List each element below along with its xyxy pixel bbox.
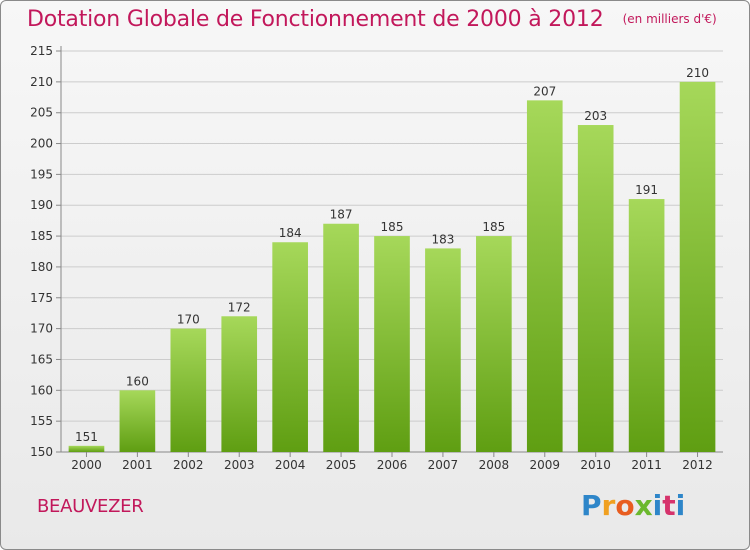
y-tick-label: 195 [30, 167, 53, 181]
x-tick-label: 2002 [173, 458, 204, 472]
bar [374, 236, 410, 452]
y-tick-label: 155 [30, 414, 53, 428]
data-label: 207 [533, 84, 556, 98]
data-label: 185 [482, 220, 505, 234]
data-label: 185 [381, 220, 404, 234]
x-tick-label: 2009 [529, 458, 560, 472]
x-tick-label: 2008 [479, 458, 510, 472]
logo-letter: i [652, 489, 663, 522]
y-tick-label: 185 [30, 229, 53, 243]
bar [323, 223, 359, 452]
y-tick-label: 150 [30, 445, 53, 459]
x-tick-label: 2001 [122, 458, 153, 472]
x-tick-label: 2011 [631, 458, 662, 472]
logo-letter: r [601, 489, 616, 522]
commune-name: BEAUVEZER [37, 496, 144, 517]
data-label: 183 [431, 232, 454, 246]
chart-subtitle: (en milliers d'€) [622, 12, 717, 26]
y-tick-label: 215 [30, 44, 53, 58]
x-tick-label: 2010 [580, 458, 611, 472]
bar [119, 390, 156, 452]
chart-title: Dotation Globale de Fonctionnement de 20… [27, 7, 604, 32]
bar [679, 81, 716, 452]
y-tick-label: 190 [30, 198, 53, 212]
y-tick-label: 175 [30, 291, 53, 305]
y-tick-label: 200 [30, 137, 53, 151]
x-tick-label: 2005 [326, 458, 357, 472]
logo-letter: i [675, 489, 686, 522]
y-tick-label: 160 [30, 383, 53, 397]
title-row: Dotation Globale de Fonctionnement de 20… [27, 7, 717, 32]
x-tick-label: 2007 [428, 458, 459, 472]
logo-letter: P [581, 489, 602, 522]
x-tick-label: 2004 [275, 458, 306, 472]
x-tick-label: 2012 [682, 458, 713, 472]
data-label: 151 [75, 430, 98, 444]
data-label: 191 [635, 183, 658, 197]
bar [526, 100, 563, 452]
y-tick-label: 180 [30, 260, 53, 274]
data-label: 170 [177, 313, 200, 327]
y-tick-label: 165 [30, 352, 53, 366]
bar [170, 328, 207, 452]
data-label: 210 [686, 66, 709, 80]
bar [476, 236, 512, 452]
logo-letter: o [615, 489, 635, 522]
x-tick-label: 2003 [224, 458, 255, 472]
x-tick-label: 2000 [71, 458, 102, 472]
data-label: 203 [584, 109, 607, 123]
bar [577, 125, 614, 453]
bar [68, 445, 105, 452]
data-label: 160 [126, 374, 149, 388]
y-tick-label: 170 [30, 322, 53, 336]
proxiti-logo: Proxiti [581, 489, 685, 522]
data-label: 187 [330, 208, 353, 222]
bar [628, 199, 665, 452]
logo-letter: x [634, 489, 653, 522]
logo-letter: t [662, 489, 676, 522]
data-label: 184 [279, 226, 302, 240]
y-tick-label: 210 [30, 75, 53, 89]
bar [272, 242, 308, 452]
data-label: 172 [228, 300, 251, 314]
bar [425, 248, 461, 452]
bar [221, 316, 258, 452]
x-tick-label: 2006 [377, 458, 408, 472]
y-tick-label: 205 [30, 106, 53, 120]
